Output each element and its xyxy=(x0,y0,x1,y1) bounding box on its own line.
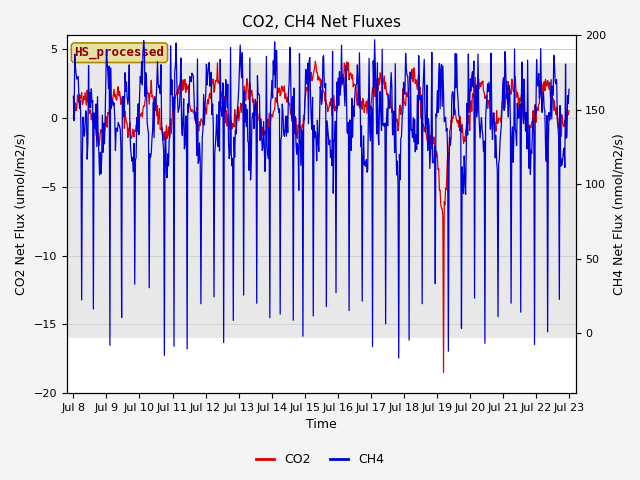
Title: CO2, CH4 Net Fluxes: CO2, CH4 Net Fluxes xyxy=(242,15,401,30)
Legend: CO2, CH4: CO2, CH4 xyxy=(251,448,389,471)
Text: HS_processed: HS_processed xyxy=(74,46,164,60)
Y-axis label: CO2 Net Flux (umol/m2/s): CO2 Net Flux (umol/m2/s) xyxy=(15,133,28,295)
Y-axis label: CH4 Net Flux (nmol/m2/s): CH4 Net Flux (nmol/m2/s) xyxy=(612,133,625,295)
Bar xyxy=(67,63,575,338)
X-axis label: Time: Time xyxy=(306,419,337,432)
